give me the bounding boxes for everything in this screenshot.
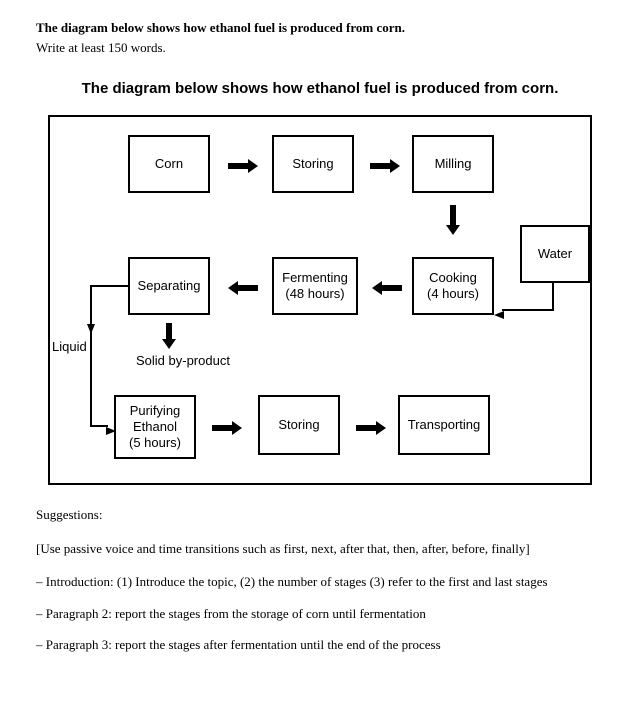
intro-plain-text: Write at least 150 words. <box>36 40 604 56</box>
flow-box-fermenting: Fermenting(48 hours) <box>272 257 358 315</box>
flow-box-separating: Separating <box>128 257 210 315</box>
arrow-corn-to-storing1 <box>228 159 258 178</box>
arrowhead <box>494 306 504 324</box>
suggestions-section: Suggestions: [Use passive voice and time… <box>36 505 604 655</box>
flow-box-storing1: Storing <box>272 135 354 193</box>
flow-label-liquid: Liquid <box>52 339 87 354</box>
flow-box-cooking: Cooking(4 hours) <box>412 257 494 315</box>
arrowhead <box>87 321 95 339</box>
connector-line <box>502 309 554 311</box>
arrow-separating-to-solid <box>162 323 176 354</box>
intro-bold-text: The diagram below shows how ethanol fuel… <box>36 20 604 36</box>
arrow-milling-to-cooking <box>446 205 460 240</box>
diagram-title: The diagram below shows how ethanol fuel… <box>36 80 604 97</box>
flow-box-milling: Milling <box>412 135 494 193</box>
arrow-storing2-to-transporting <box>356 421 386 440</box>
connector-line <box>90 285 92 427</box>
suggestions-item: Paragraph 3: report the stages after fer… <box>36 635 604 655</box>
suggestions-item: Paragraph 2: report the stages from the … <box>36 604 604 624</box>
flow-box-purifying: PurifyingEthanol(5 hours) <box>114 395 196 459</box>
suggestions-item: Introduction: (1) Introduce the topic, (… <box>36 572 604 592</box>
suggestions-heading: Suggestions: <box>36 505 604 525</box>
arrow-fermenting-to-separating <box>228 281 258 300</box>
arrow-storing1-to-milling <box>370 159 400 178</box>
flow-box-storing2: Storing <box>258 395 340 455</box>
connector-line <box>90 285 128 287</box>
suggestions-note: [Use passive voice and time transitions … <box>36 539 604 559</box>
flow-box-corn: Corn <box>128 135 210 193</box>
connector-line <box>552 283 554 311</box>
flow-box-transporting: Transporting <box>398 395 490 455</box>
arrow-cooking-to-fermenting <box>372 281 402 300</box>
arrow-purifying-to-storing2 <box>212 421 242 440</box>
flowchart: Corn Storing Milling Water Cooking(4 hours) F… <box>48 115 592 485</box>
flow-box-water: Water <box>520 225 590 283</box>
arrowhead <box>106 422 116 440</box>
flow-label-solid: Solid by-product <box>136 353 230 368</box>
